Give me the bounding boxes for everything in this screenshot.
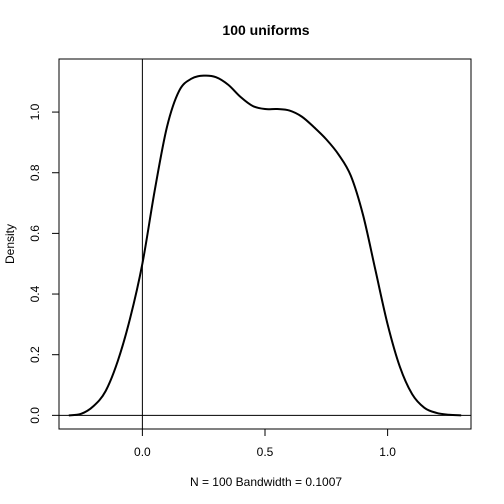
y-tick-label: 0.0 [28, 407, 42, 424]
chart-title: 100 uniforms [222, 22, 309, 38]
y-axis-label: Density [3, 224, 17, 264]
y-tick-label: 1.0 [28, 103, 42, 120]
y-tick-label: 0.6 [28, 225, 42, 242]
x-tick-label: 0.0 [134, 445, 151, 459]
plot-frame [58, 58, 472, 430]
y-tick-label: 0.2 [28, 346, 42, 363]
x-axis: 0.0 0.5 1.0 [134, 428, 396, 459]
y-axis: 0.0 0.2 0.4 0.6 0.8 1.0 [28, 103, 60, 424]
y-tick-label: 0.8 [28, 164, 42, 181]
x-tick-label: 1.0 [379, 445, 396, 459]
x-tick-label: 0.5 [257, 445, 274, 459]
density-curve [68, 74, 462, 417]
x-axis-label: N = 100 Bandwidth = 0.1007 [190, 475, 342, 489]
y-tick-label: 0.4 [28, 285, 42, 302]
